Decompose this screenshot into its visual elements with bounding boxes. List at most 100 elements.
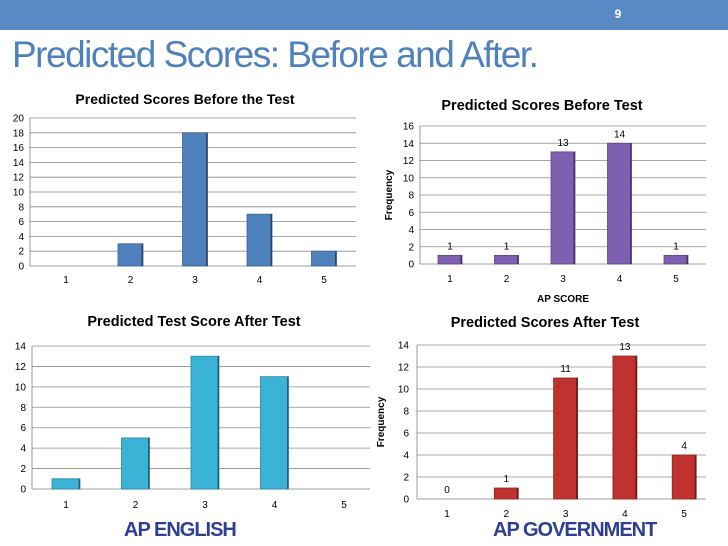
- bar-shadow: [270, 214, 272, 266]
- y-tick-label: 4: [408, 225, 414, 236]
- y-tick-label: 0: [408, 260, 414, 271]
- y-tick-label: 10: [15, 382, 27, 393]
- x-tick-label: 3: [192, 275, 198, 286]
- bar-shadow: [630, 143, 632, 264]
- data-label: 1: [504, 241, 510, 252]
- y-tick-label: 20: [13, 114, 25, 125]
- slide-title: Predicted Scores: Before and After.: [12, 34, 539, 75]
- x-tick-label: 5: [673, 274, 679, 285]
- bar-shadow: [141, 243, 143, 266]
- x-tick-label: 4: [622, 509, 628, 520]
- bar-shadow: [694, 455, 697, 499]
- chart-title: Predicted Scores Before the Test: [75, 91, 294, 107]
- y-tick-label: 16: [403, 122, 415, 133]
- y-tick-label: 8: [18, 202, 24, 213]
- y-tick-label: 2: [18, 247, 24, 258]
- y-tick-label: 4: [18, 232, 24, 243]
- y-tick-label: 10: [398, 385, 410, 396]
- y-tick-label: 2: [403, 473, 409, 484]
- chart-government-after: Predicted Scores After Test0246810121410…: [376, 315, 706, 520]
- x-tick-label: 2: [133, 500, 139, 511]
- y-tick-label: 6: [408, 208, 414, 219]
- x-tick-label: 4: [617, 274, 623, 285]
- top-bar: 9: [0, 0, 728, 30]
- x-tick-label: 1: [63, 275, 69, 286]
- y-tick-label: 0: [20, 485, 26, 496]
- data-label: 1: [504, 474, 510, 485]
- y-tick-label: 4: [20, 444, 26, 455]
- data-label: 1: [673, 241, 679, 252]
- y-tick-label: 12: [15, 362, 27, 373]
- bar: [190, 355, 220, 490]
- y-tick-label: 8: [20, 403, 26, 414]
- bar: [182, 132, 208, 267]
- bar: [612, 355, 638, 500]
- footer-ap-english: AP ENGLISH: [124, 519, 237, 541]
- x-tick-label: 2: [128, 275, 134, 286]
- y-tick-label: 8: [403, 407, 409, 418]
- chart-government-before: Predicted Scores Before Test024681012141…: [384, 98, 706, 305]
- x-tick-label: 1: [444, 509, 450, 520]
- bar-shadow: [635, 356, 637, 499]
- y-tick-label: 0: [403, 495, 409, 506]
- x-axis-label: AP SCORE: [537, 294, 589, 305]
- slide-number: 9: [614, 7, 622, 21]
- y-tick-label: 10: [13, 188, 25, 199]
- y-tick-label: 14: [13, 158, 25, 169]
- y-tick-label: 14: [15, 342, 27, 353]
- x-tick-label: 5: [341, 500, 347, 511]
- chart-title: Predicted Scores Before Test: [441, 98, 642, 114]
- bar-shadow: [686, 255, 688, 264]
- chart-title: Predicted Scores After Test: [451, 315, 640, 331]
- bar-shadow: [576, 378, 578, 499]
- bar: [121, 437, 150, 490]
- y-axis-label: Frequency: [376, 396, 387, 447]
- bar-shadow: [217, 356, 219, 489]
- y-tick-label: 12: [13, 173, 25, 184]
- y-tick-label: 12: [398, 363, 410, 374]
- x-tick-label: 5: [321, 275, 327, 286]
- bar-shadow: [517, 255, 519, 264]
- bar-shadow: [516, 488, 519, 499]
- x-tick-label: 2: [504, 274, 510, 285]
- y-tick-label: 0: [18, 262, 24, 273]
- data-label: 13: [557, 138, 569, 149]
- y-tick-label: 8: [408, 191, 414, 202]
- x-tick-label: 3: [563, 509, 569, 520]
- x-tick-label: 3: [202, 500, 208, 511]
- x-tick-label: 3: [560, 274, 566, 285]
- y-tick-label: 14: [398, 341, 410, 352]
- x-tick-label: 5: [681, 509, 687, 520]
- y-tick-label: 18: [13, 128, 25, 139]
- bar: [493, 487, 519, 500]
- bar-shadow: [460, 255, 462, 264]
- x-tick-label: 1: [447, 274, 453, 285]
- bar-shadow: [287, 376, 289, 489]
- y-tick-label: 2: [408, 242, 414, 253]
- y-tick-label: 16: [13, 143, 25, 154]
- data-label: 14: [614, 129, 626, 140]
- chart-title: Predicted Test Score After Test: [87, 314, 300, 330]
- bar-shadow: [148, 437, 150, 489]
- chart-english-after: Predicted Test Score After Test 0 2 4 6 8 10 12…: [15, 314, 370, 511]
- data-label: 13: [619, 342, 631, 353]
- y-tick-label: 14: [403, 139, 415, 150]
- chart-english-before: Predicted Scores Before the Test 0 2 4 6 8 10 1…: [13, 91, 356, 286]
- y-tick-label: 6: [18, 217, 24, 228]
- x-tick-label: 4: [272, 500, 278, 511]
- y-tick-label: 6: [20, 423, 26, 434]
- data-label: 11: [560, 364, 571, 375]
- data-label: 0: [444, 485, 450, 496]
- data-label: 1: [447, 241, 453, 252]
- x-tick-label: 2: [504, 509, 510, 520]
- x-tick-label: 4: [257, 275, 263, 286]
- x-tick-label: 1: [63, 500, 69, 511]
- bar: [671, 454, 697, 500]
- bar-shadow: [573, 151, 575, 264]
- y-tick-label: 12: [403, 156, 415, 167]
- bar-shadow: [206, 132, 208, 266]
- bar-shadow: [78, 478, 80, 489]
- footer-ap-government: AP GOVERNMENT: [493, 519, 657, 541]
- data-label: 4: [681, 441, 687, 452]
- bar-shadow: [335, 251, 337, 266]
